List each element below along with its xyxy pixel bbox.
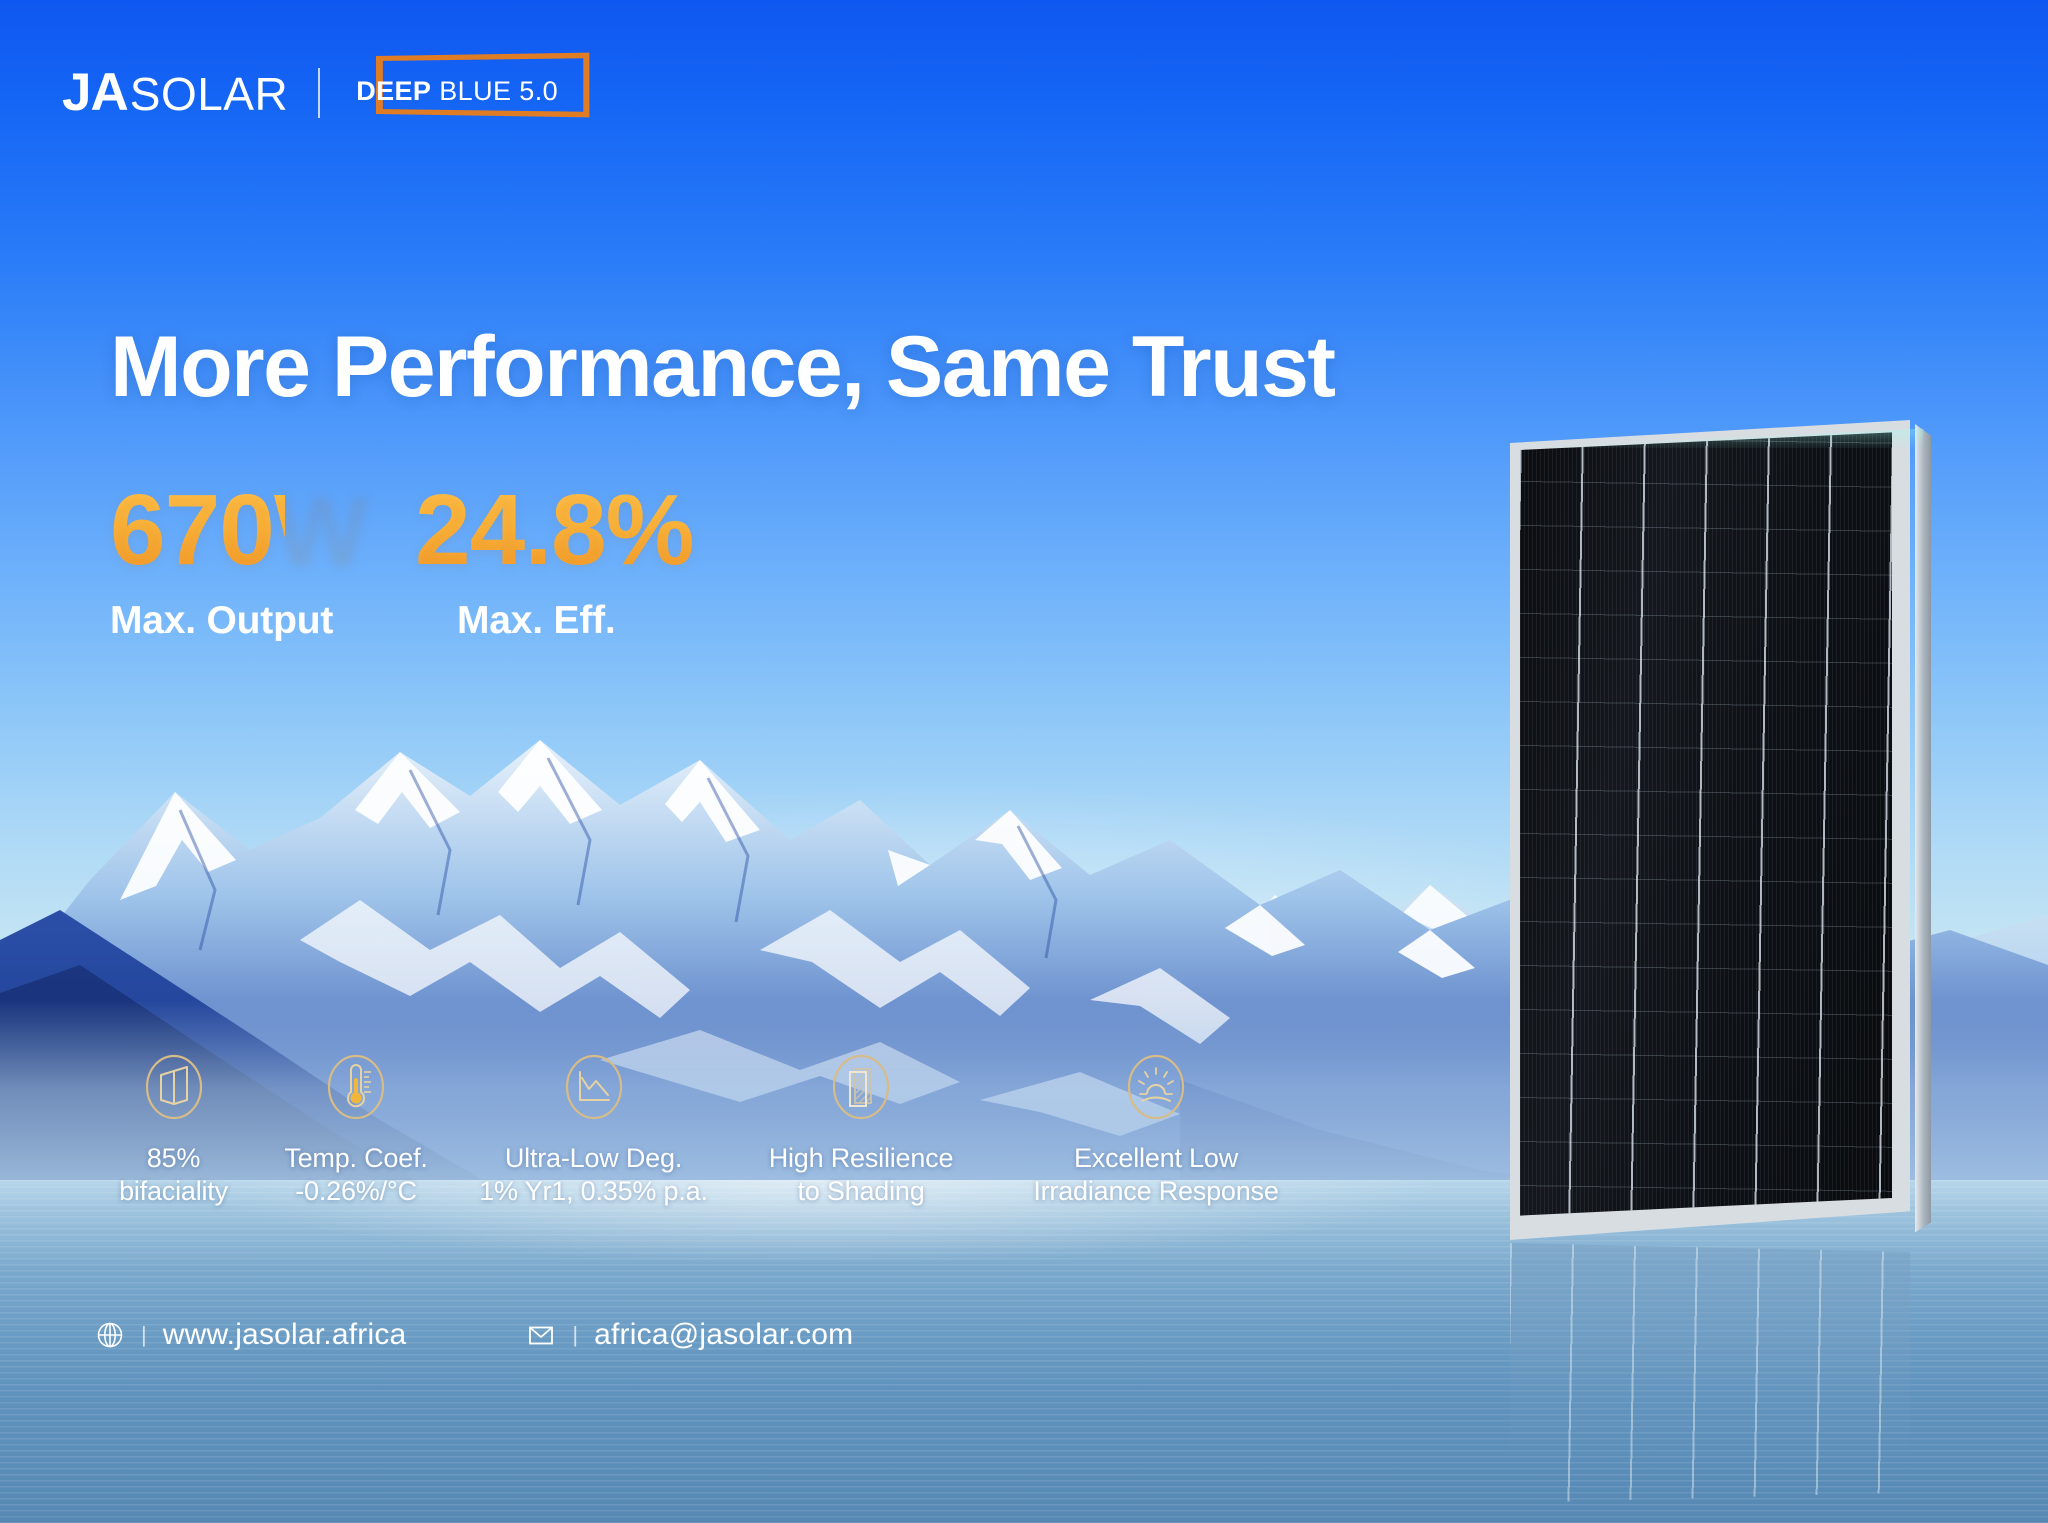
thermometer-icon	[327, 1054, 385, 1120]
stat-value: 24.8%	[415, 474, 695, 586]
jasolar-logo[interactable]: JA SOLAR	[62, 66, 288, 119]
contact-separator: |	[572, 1322, 579, 1347]
jasolar-logo-ja: JA	[62, 63, 129, 122]
feature-line2: 1% Yr1, 0.35% p.a.	[479, 1175, 708, 1206]
shaded-panel-icon	[832, 1054, 890, 1120]
feature-line2: Irradiance Response	[1033, 1175, 1279, 1206]
feature-line1: Excellent Low	[1074, 1143, 1238, 1173]
stat-max-output: 670W Max. Output	[110, 474, 368, 643]
feature-line2: bifaciality	[119, 1175, 228, 1206]
stat-max-efficiency: 24.8% Max. Eff.	[415, 474, 695, 643]
deepblue-logo-bold: DEEP	[356, 76, 432, 106]
feature-list: 85% bifaciality Temp. Coef. -0.26%/°C	[86, 1048, 1466, 1208]
feature-text: Temp. Coef. -0.26%/°C	[284, 1142, 428, 1208]
feature-line1: High Resilience	[768, 1143, 954, 1173]
feature-line1: 85%	[146, 1143, 201, 1173]
contact-email[interactable]: | africa@jasolar.com	[526, 1318, 853, 1352]
contact-website[interactable]: | www.jasolar.africa	[95, 1318, 406, 1352]
feature-line1: Temp. Coef.	[284, 1143, 428, 1173]
feature-text: Excellent Low Irradiance Response	[1033, 1142, 1279, 1208]
envelope-icon	[529, 1326, 554, 1345]
globe-icon	[97, 1322, 123, 1348]
feature-text: High Resilience to Shading	[769, 1142, 954, 1208]
key-stats: 670W Max. Output 24.8% Max. Eff.	[110, 474, 695, 643]
feature-low-irradiance: Excellent Low Irradiance Response	[986, 1048, 1326, 1208]
brand-header: JA SOLAR DEEP BLUE 5.0	[62, 52, 590, 119]
page-title: More Performance, Same Trust	[110, 319, 1336, 415]
panel-frame	[1510, 420, 1910, 1240]
stat-label: Max. Output	[110, 599, 334, 642]
panel-reflection	[1510, 1243, 1910, 1503]
deepblue-logo[interactable]: DEEP BLUE 5.0	[350, 52, 590, 118]
panel-side-edge	[1915, 423, 1931, 1233]
feature-bifaciality: 85% bifaciality	[86, 1048, 261, 1208]
stat-value: 670W	[110, 474, 368, 586]
feature-text: 85% bifaciality	[119, 1142, 228, 1208]
panel-cells	[1520, 432, 1892, 1216]
feature-text: Ultra-Low Deg. 1% Yr1, 0.35% p.a.	[479, 1142, 708, 1208]
contact-separator: |	[141, 1322, 147, 1347]
declining-chart-icon	[565, 1054, 622, 1120]
sunrise-icon	[1127, 1054, 1185, 1120]
feature-line1: Ultra-Low Deg.	[504, 1143, 683, 1173]
feature-temp-coefficient: Temp. Coef. -0.26%/°C	[261, 1048, 451, 1208]
website-url[interactable]: www.jasolar.africa	[162, 1318, 407, 1351]
feature-line2: -0.26%/°C	[295, 1175, 417, 1206]
feature-line2: to Shading	[797, 1175, 925, 1206]
contact-bar: | www.jasolar.africa | africa@jasolar.co…	[95, 1318, 853, 1352]
deepblue-logo-text: DEEP BLUE 5.0	[356, 76, 558, 107]
stat-label: Max. Eff.	[457, 599, 616, 642]
solar-panel-product	[1484, 394, 1954, 1274]
logo-divider	[318, 67, 321, 118]
feature-ultra-low-degradation: Ultra-Low Deg. 1% Yr1, 0.35% p.a.	[451, 1048, 736, 1208]
panel-cell-area	[1520, 432, 1892, 1216]
email-address[interactable]: africa@jasolar.com	[594, 1318, 854, 1351]
jasolar-logo-solar: SOLAR	[129, 68, 289, 120]
bifacial-panel-icon	[145, 1054, 202, 1120]
feature-shading-resilience: High Resilience to Shading	[736, 1048, 986, 1208]
deepblue-logo-rest: BLUE 5.0	[439, 76, 559, 106]
